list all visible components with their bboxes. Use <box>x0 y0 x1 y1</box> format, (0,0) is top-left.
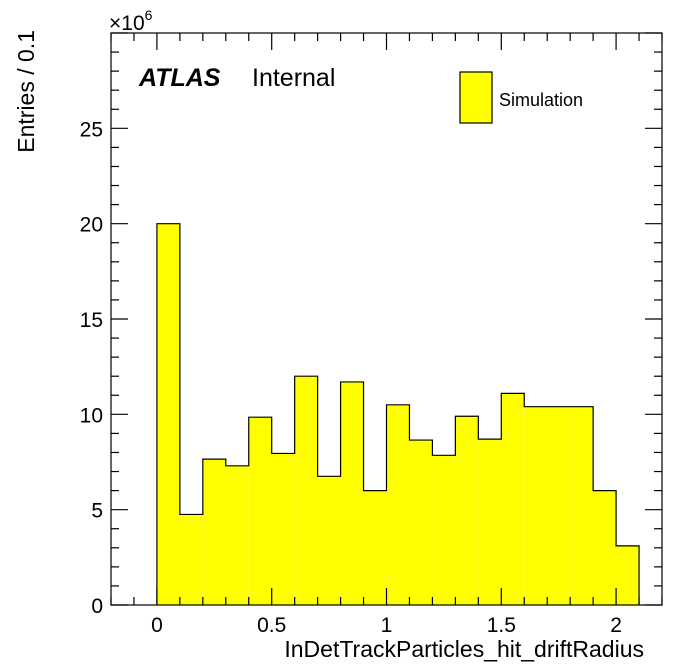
histogram-bin <box>432 455 456 605</box>
y-tick-labels: 0 5 10 15 20 25 <box>80 118 103 618</box>
histogram-bin <box>317 476 341 605</box>
x-tick-label: 0.5 <box>257 614 286 637</box>
x-axis-label: InDetTrackParticles_hit_driftRadius <box>284 636 644 662</box>
y-tick-label: 25 <box>80 118 103 141</box>
x-tick-label: 1 <box>381 614 393 637</box>
histogram-bin <box>271 453 295 605</box>
y-tick-label: 10 <box>80 404 103 427</box>
histogram-bin <box>294 376 318 605</box>
legend: Simulation <box>459 71 583 124</box>
histogram-bin <box>202 459 226 605</box>
y-exponent-label: ×106 <box>109 7 153 35</box>
y-tick-label: 5 <box>91 500 103 523</box>
histogram-bin <box>616 545 640 605</box>
histogram-bin <box>409 440 433 605</box>
histogram-bin <box>248 417 272 605</box>
internal-label: Internal <box>252 64 335 92</box>
legend-entry: Simulation <box>499 90 583 110</box>
histogram-bin <box>455 416 479 605</box>
y-tick-label: 15 <box>80 309 103 332</box>
x-tick-labels: 0 0.5 1 1.5 2 <box>151 614 622 637</box>
histogram-bin <box>478 439 502 605</box>
histogram-bin <box>593 490 617 605</box>
histogram-bin <box>547 406 571 605</box>
atlas-label: ATLAS <box>138 64 221 92</box>
histogram-bin <box>156 223 180 605</box>
histogram-bin <box>386 404 410 605</box>
x-tick-label: 1.5 <box>487 614 516 637</box>
histogram-bin <box>225 465 249 605</box>
histogram-bin <box>524 406 548 605</box>
histogram-bin <box>570 406 594 605</box>
x-tick-label: 0 <box>151 614 163 637</box>
legend-swatch <box>459 71 493 124</box>
histogram-bin <box>179 514 203 605</box>
histogram-bin <box>340 381 364 605</box>
histogram-bin <box>501 393 525 605</box>
histogram-outline <box>156 223 640 605</box>
y-tick-label: 20 <box>80 214 103 237</box>
axis-ticks <box>110 32 663 606</box>
y-axis-label: Entries / 0.1 <box>13 30 39 153</box>
histogram-bin <box>363 490 387 605</box>
y-tick-label: 0 <box>91 595 103 618</box>
x-tick-label: 2 <box>610 614 622 637</box>
histogram-bars <box>156 223 640 605</box>
